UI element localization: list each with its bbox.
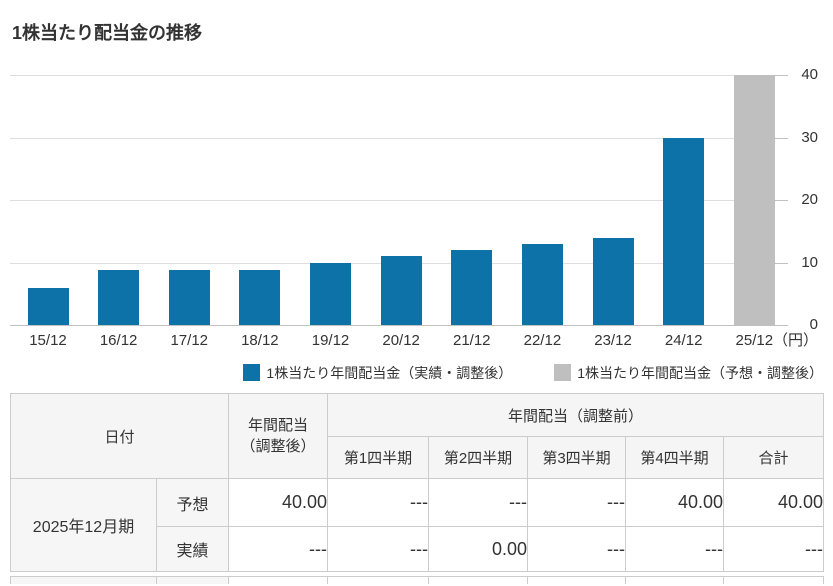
x-axis-line (10, 325, 772, 326)
y-axis-label: 30 (801, 128, 818, 146)
y-axis-tick (772, 137, 788, 139)
dividend-bar-chart: （円） 0 10 20 30 40 15/12 16/12 17/12 18/12 19/12 20… (0, 60, 833, 352)
bar-24/12 (663, 137, 705, 325)
cell-forecast-q4: 40.00 (625, 478, 725, 527)
table-row-actual: 実績 --- --- 0.00 --- --- --- (11, 526, 825, 572)
bar-17/12 (168, 270, 210, 325)
legend-swatch-actual-icon (243, 364, 261, 381)
bar-22/12 (521, 243, 563, 325)
y-axis-label: 10 (801, 253, 818, 271)
col-header-date: 日付 (9, 393, 230, 479)
legend-item-forecast: 1株当たり年間配当金（予想・調整後） (554, 363, 823, 383)
x-axis-label: 23/12 (594, 332, 632, 349)
cell-forecast-q2: --- (428, 478, 529, 527)
col-header-total: 合計 (723, 436, 825, 479)
cell-actual-total: --- (723, 526, 825, 572)
cell-actual-q1: --- (327, 526, 430, 572)
x-axis-label: 15/12 (29, 332, 67, 349)
legend-item-actual: 1株当たり年間配当金（実績・調整後） (243, 363, 512, 383)
page-title: 1株当たり配当金の推移 (12, 23, 203, 43)
row-header-actual: 実績 (155, 526, 230, 572)
legend-swatch-forecast-icon (554, 364, 572, 381)
bar-15/12 (27, 287, 69, 325)
next-year-table-fragment (10, 576, 824, 584)
y-axis-label: 0 (809, 316, 818, 333)
y-axis-label: 40 (801, 66, 818, 83)
col-header-q3: 第3四半期 (527, 436, 627, 479)
y-axis-tick (772, 75, 788, 76)
next-year-row-fragment (0, 576, 833, 584)
bar-19/12 (310, 262, 352, 325)
x-axis-label: 20/12 (382, 332, 420, 349)
x-axis-label: 19/12 (311, 332, 350, 349)
cell-forecast-q3: --- (527, 478, 627, 527)
y-axis-label: 20 (801, 191, 818, 208)
dividend-table: 日付 年間配当 （調整後） 年間配当（調整前） 第1四半期 第2四半期 第3四半… (9, 393, 825, 572)
y-axis-unit-label: （円） (772, 332, 818, 349)
bar-16/12 (98, 270, 140, 325)
table-row (10, 576, 824, 584)
x-axis-label: 16/12 (99, 332, 138, 349)
row-header-type (156, 576, 229, 584)
x-axis-label: 24/12 (664, 332, 703, 349)
y-axis-tick (772, 325, 788, 326)
x-axis-label: 25/12 (735, 332, 774, 349)
x-axis-label: 22/12 (523, 332, 562, 349)
legend-label-actual: 1株当たり年間配当金（実績・調整後） (266, 364, 513, 381)
gridline (10, 137, 772, 139)
x-axis-label: 18/12 (241, 332, 279, 349)
col-header-q2: 第2四半期 (428, 436, 529, 479)
bar-23/12 (592, 237, 634, 325)
row-header-forecast: 予想 (155, 478, 230, 527)
cell-forecast-q1: --- (327, 478, 430, 527)
y-axis-tick (772, 200, 788, 201)
cell-forecast-adjusted: 40.00 (228, 478, 329, 527)
gridline (10, 200, 772, 201)
col-header-adjusted: 年間配当 （調整後） (228, 393, 329, 479)
col-header-q4: 第4四半期 (625, 436, 725, 479)
col-header-q1: 第1四半期 (327, 436, 430, 479)
legend-label-forecast: 1株当たり年間配当金（予想・調整後） (577, 364, 823, 381)
cell-actual-q3: --- (527, 526, 627, 572)
gridline (10, 75, 772, 76)
bar-25/12 (733, 75, 775, 325)
table-row-forecast: 2025年12月期 予想 40.00 --- --- --- 40.00 40.… (10, 478, 825, 572)
cell-actual-q4: --- (625, 526, 725, 572)
cell-forecast-total: 40.00 (723, 478, 825, 527)
cell-actual-q2: 0.00 (428, 526, 529, 572)
y-axis-tick (772, 262, 788, 264)
row-header-period (10, 576, 157, 584)
chart-legend: 1株当たり年間配当金（実績・調整後） 1株当たり年間配当金（予想・調整後） (0, 352, 833, 393)
bar-20/12 (380, 256, 422, 325)
cell-actual-adjusted: --- (228, 526, 329, 572)
row-header-period: 2025年12月期 (10, 478, 157, 572)
col-header-unadjusted-group: 年間配当（調整前） (327, 393, 825, 437)
bar-18/12 (239, 270, 281, 325)
bar-21/12 (451, 250, 493, 325)
x-axis-label: 17/12 (170, 332, 209, 349)
x-axis-label: 21/12 (452, 332, 491, 349)
